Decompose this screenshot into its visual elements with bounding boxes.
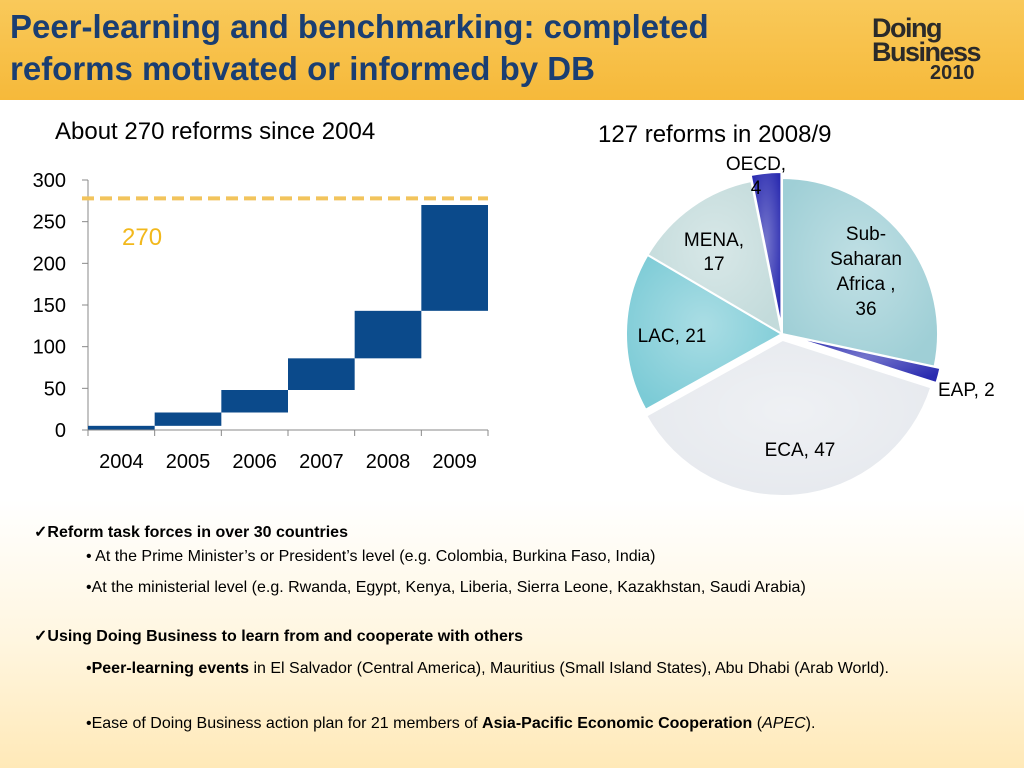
pie-label-line: Sub-: [846, 224, 886, 245]
logo-word-business: Business: [872, 37, 982, 67]
pie-label-line: OECD,: [726, 154, 786, 175]
pie-label-line: Saharan: [830, 249, 902, 270]
sub-bullet-apec: •Ease of Doing Business action plan for …: [86, 713, 1006, 735]
title-line-2: reforms motivated or informed by DB: [10, 50, 595, 87]
pie-label-line: MENA,: [684, 230, 744, 251]
pie-slice-highlight: [750, 172, 782, 329]
pie-label-line: Africa ,: [836, 274, 895, 295]
page-title: Peer-learning and benchmarking: complete…: [10, 6, 860, 90]
pie-label-line: 17: [703, 254, 724, 275]
checkmark-icon: ✓: [34, 628, 48, 645]
pie-chart-title: 127 reforms in 2008/9: [598, 121, 832, 148]
bullet-learn-cooperate: ✓Using Doing Business to learn from and …: [34, 626, 523, 646]
x-tick-label: 2005: [166, 451, 211, 473]
pie-label-line: 36: [855, 299, 876, 320]
logo-year: 2010: [930, 62, 975, 84]
y-tick-label: 0: [55, 420, 66, 442]
y-tick-label: 150: [33, 295, 66, 317]
y-tick-label: 100: [33, 337, 66, 359]
bar-chart-title: About 270 reforms since 2004: [55, 118, 376, 145]
bar-2005: [154, 412, 222, 426]
apec-abbrev: APEC: [762, 715, 806, 732]
pie-slice-highlight: [626, 254, 782, 410]
pie-label-line: 4: [751, 178, 762, 199]
peer-learning-label: Peer-learning events: [91, 660, 250, 677]
title-line-1: Peer-learning and benchmarking: complete…: [10, 8, 709, 45]
x-tick-label: 2008: [366, 451, 411, 473]
bullet-task-forces: ✓Reform task forces in over 30 countries: [34, 522, 348, 542]
sub-bullet-prime-minister: • At the Prime Minister’s or President’s…: [86, 548, 656, 565]
apec-close: ).: [805, 715, 816, 732]
bullet-dot: •: [86, 660, 92, 677]
bar-2006: [221, 390, 288, 413]
bullet-learn-cooperate-text: Using Doing Business to learn from and c…: [47, 628, 524, 645]
pie-label-0: Sub- Saharan Africa , 36: [830, 224, 902, 320]
apec-open: (: [752, 715, 763, 732]
y-tick-label: 200: [33, 253, 66, 275]
bullet-task-forces-text: Reform task forces in over 30 countries: [47, 524, 348, 541]
y-tick-label: 300: [33, 170, 66, 192]
pie-label-2: ECA, 47: [765, 440, 836, 461]
bullet-list: ✓Reform task forces in over 30 countries…: [0, 518, 1024, 768]
apec-text-start: •Ease of Doing Business action plan for …: [86, 715, 483, 732]
pie-slice-highlight: [646, 339, 932, 496]
bar-2004: [88, 425, 155, 430]
x-tick-label: 2006: [232, 451, 277, 473]
bar-2009: [421, 205, 488, 311]
pie-label-5: OECD, 4: [726, 154, 786, 199]
apec-full-name: Asia-Pacific Economic Cooperation: [482, 715, 753, 732]
title-bar: Peer-learning and benchmarking: complete…: [0, 0, 1024, 100]
bar-2008: [354, 310, 422, 359]
sub-bullet-peer-learning: •Peer-learning events in El Salvador (Ce…: [86, 658, 1006, 680]
pie-slice-highlight: [787, 335, 941, 384]
checkmark-icon: ✓: [34, 524, 48, 541]
x-tick-label: 2004: [99, 451, 144, 473]
logo-word-doing: Doing: [872, 13, 942, 43]
pie-label-1: EAP, 2: [938, 380, 995, 401]
bar-2007: [288, 358, 355, 390]
pie-label-3: LAC, 21: [638, 326, 707, 347]
pie-chart: Sub- Saharan Africa , 36 EAP, 2 ECA, 47 LAC, 2…: [625, 154, 995, 497]
peer-learning-detail: in El Salvador (Central America), Maurit…: [249, 660, 889, 677]
x-tick-label: 2009: [432, 451, 477, 473]
bar-chart: 0 50 100 150 200 250 300 2004 2005 2006 2007 2008 20…: [33, 170, 489, 473]
doing-business-logo: Doing Business 2010: [872, 14, 992, 84]
pie-label-4: MENA, 17: [684, 230, 744, 275]
pie-slice-highlight: [782, 178, 938, 367]
sub-bullet-ministerial: •At the ministerial level (e.g. Rwanda, …: [86, 579, 806, 596]
x-tick-label: 2007: [299, 451, 344, 473]
pie-slice-highlight: [647, 181, 782, 334]
y-tick-label: 50: [44, 378, 66, 400]
y-tick-label: 250: [33, 212, 66, 234]
total-annotation: 270: [122, 224, 162, 251]
